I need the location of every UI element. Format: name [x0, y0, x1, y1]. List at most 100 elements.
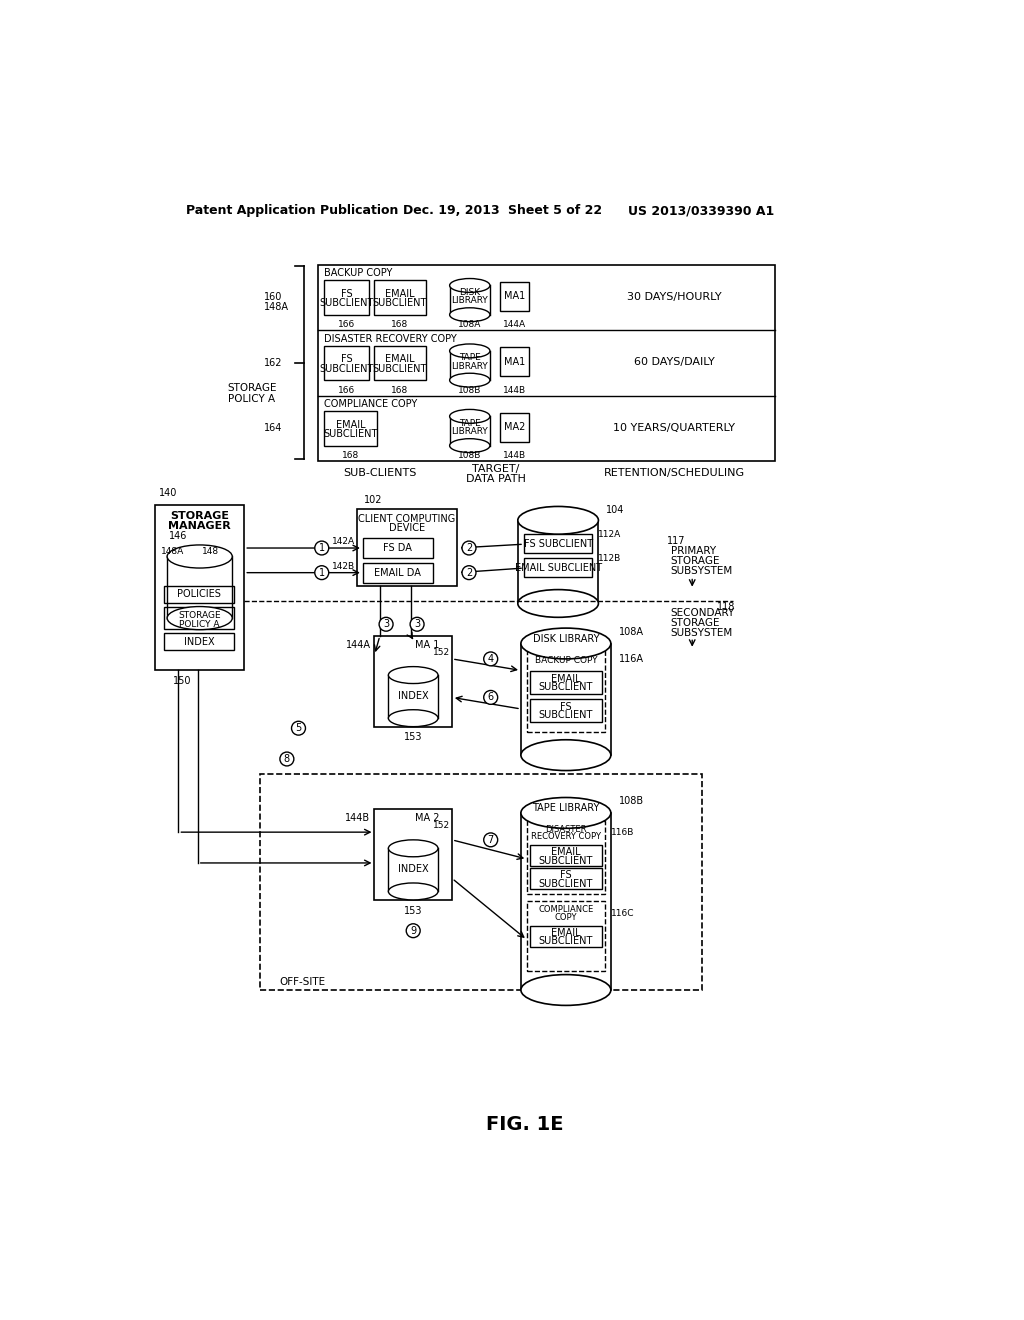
Bar: [530, 700, 601, 722]
Text: POLICY A: POLICY A: [179, 620, 219, 628]
Ellipse shape: [521, 739, 611, 771]
Text: EMAIL: EMAIL: [551, 675, 581, 684]
Text: INDEX: INDEX: [184, 638, 215, 647]
Text: SUBCLIENT: SUBCLIENT: [373, 363, 427, 374]
Text: EMAIL: EMAIL: [385, 354, 415, 364]
Text: DISK LIBRARY: DISK LIBRARY: [532, 634, 599, 644]
Text: 112A: 112A: [598, 531, 622, 540]
Text: INDEX: INDEX: [398, 690, 428, 701]
Text: 10 YEARS/QUARTERLY: 10 YEARS/QUARTERLY: [613, 422, 735, 433]
Text: INDEX: INDEX: [398, 865, 428, 874]
Circle shape: [292, 721, 305, 735]
Bar: [527, 902, 604, 970]
Text: 150: 150: [173, 676, 191, 686]
Text: 108A: 108A: [618, 627, 643, 638]
Text: SUBCLIENT: SUBCLIENT: [539, 710, 593, 721]
Ellipse shape: [521, 974, 611, 1006]
Bar: [530, 927, 601, 946]
Text: 116C: 116C: [611, 909, 634, 919]
Text: 118: 118: [717, 602, 735, 612]
Text: EMAIL: EMAIL: [336, 420, 366, 430]
Circle shape: [280, 752, 294, 766]
Text: SUBCLIENT: SUBCLIENT: [373, 298, 427, 308]
Ellipse shape: [167, 607, 232, 630]
Bar: [165, 607, 234, 628]
Bar: [167, 557, 232, 618]
Text: 116A: 116A: [618, 653, 643, 664]
Bar: [374, 280, 426, 314]
Ellipse shape: [167, 545, 232, 568]
Bar: [500, 347, 529, 376]
Text: EMAIL: EMAIL: [385, 289, 415, 298]
Bar: [155, 506, 245, 671]
Text: 4: 4: [487, 653, 494, 664]
Ellipse shape: [450, 409, 489, 424]
Text: 168: 168: [391, 385, 409, 395]
Text: 108B: 108B: [458, 451, 481, 461]
Text: 168: 168: [342, 451, 359, 461]
Text: 2: 2: [466, 568, 472, 578]
Text: EMAIL SUBCLIENT: EMAIL SUBCLIENT: [515, 564, 602, 573]
Text: COPY: COPY: [555, 913, 578, 923]
Text: 2: 2: [466, 543, 472, 553]
Text: 164: 164: [264, 424, 283, 433]
Circle shape: [483, 652, 498, 665]
Text: 7: 7: [487, 834, 494, 845]
Text: TAPE LIBRARY: TAPE LIBRARY: [532, 804, 600, 813]
Text: 144A: 144A: [503, 321, 526, 329]
Text: MA2: MA2: [504, 422, 525, 432]
Text: 146: 146: [169, 531, 187, 541]
Bar: [500, 412, 529, 442]
Text: 1: 1: [318, 543, 325, 553]
Bar: [527, 821, 604, 894]
Ellipse shape: [450, 308, 489, 322]
Text: 9: 9: [411, 925, 417, 936]
Text: SECONDARY: SECONDARY: [671, 607, 735, 618]
Text: 153: 153: [403, 733, 423, 742]
Bar: [374, 346, 426, 380]
Text: FS: FS: [341, 354, 352, 364]
Bar: [524, 535, 592, 553]
Text: EMAIL: EMAIL: [551, 847, 581, 857]
Text: 142B: 142B: [332, 562, 355, 572]
Text: 6: 6: [487, 693, 494, 702]
Text: 112B: 112B: [598, 554, 622, 564]
Bar: [362, 562, 432, 582]
Circle shape: [483, 833, 498, 847]
Text: MA1: MA1: [504, 292, 525, 301]
Text: FS DA: FS DA: [383, 543, 412, 553]
Text: 8: 8: [284, 754, 290, 764]
Bar: [524, 558, 592, 577]
Circle shape: [410, 618, 424, 631]
Ellipse shape: [450, 345, 489, 358]
Ellipse shape: [518, 590, 598, 618]
Text: EMAIL: EMAIL: [551, 928, 581, 939]
Text: TAPE: TAPE: [459, 354, 480, 362]
Text: 148: 148: [202, 546, 219, 556]
Bar: [530, 845, 601, 866]
Circle shape: [483, 690, 498, 705]
Text: TAPE: TAPE: [459, 418, 480, 428]
Text: 152: 152: [432, 821, 450, 830]
Text: 108B: 108B: [458, 385, 481, 395]
Text: FS SUBCLIENT: FS SUBCLIENT: [523, 539, 593, 549]
Bar: [165, 586, 234, 603]
Text: DATA PATH: DATA PATH: [466, 474, 526, 484]
Bar: [324, 411, 377, 446]
Text: SUBCLIENT: SUBCLIENT: [539, 855, 593, 866]
Ellipse shape: [388, 840, 438, 857]
Text: Sheet 5 of 22: Sheet 5 of 22: [508, 205, 602, 218]
Circle shape: [462, 541, 476, 554]
Text: 144A: 144A: [345, 640, 371, 649]
Text: RETENTION/SCHEDULING: RETENTION/SCHEDULING: [604, 469, 744, 478]
Text: 30 DAYS/HOURLY: 30 DAYS/HOURLY: [627, 292, 722, 302]
Bar: [356, 508, 458, 586]
Text: 117: 117: [667, 536, 685, 546]
Text: FS: FS: [341, 289, 352, 298]
Text: OFF-SITE: OFF-SITE: [280, 977, 326, 987]
Text: 140: 140: [159, 487, 177, 498]
Text: CLIENT COMPUTING: CLIENT COMPUTING: [358, 513, 456, 524]
Text: DISASTER: DISASTER: [545, 825, 587, 833]
Bar: [521, 644, 611, 755]
Ellipse shape: [388, 883, 438, 900]
